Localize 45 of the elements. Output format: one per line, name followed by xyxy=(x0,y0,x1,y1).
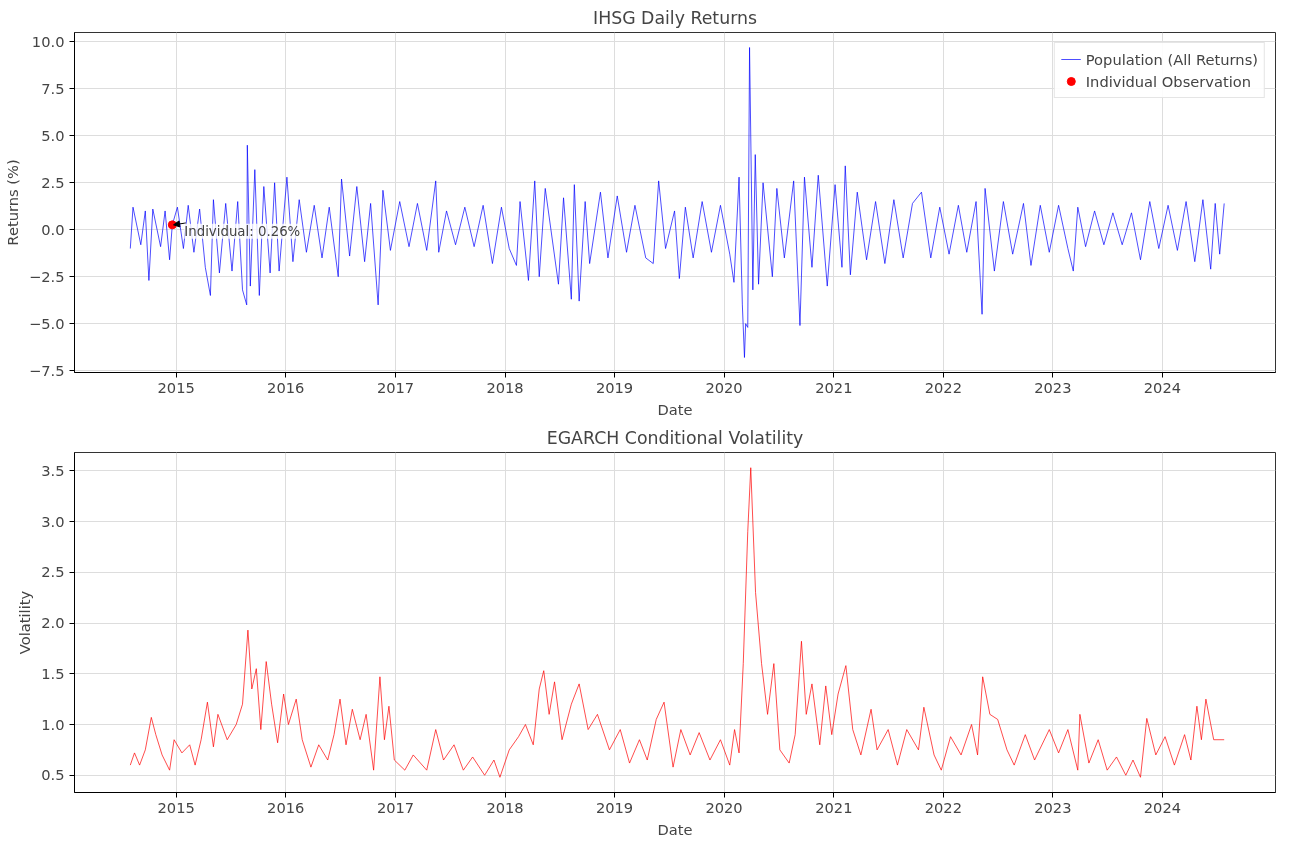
x-tick-label: 2019 xyxy=(595,798,634,816)
x-tick-label: 2020 xyxy=(705,798,743,816)
x-tick-label: 2023 xyxy=(1034,378,1072,396)
legend-label: Population (All Returns) xyxy=(1085,50,1258,68)
annotation: Individual: 0.26% xyxy=(184,223,301,239)
y-tick-label: 2.5 xyxy=(41,563,65,581)
y-tick-label: 0.5 xyxy=(41,766,65,784)
y-tick-label: 10.0 xyxy=(31,32,65,50)
x-axis-title: Date xyxy=(657,820,693,838)
legend-label: Individual Observation xyxy=(1085,72,1252,90)
y-tick-label: 7.5 xyxy=(41,79,65,97)
x-tick-label: 2021 xyxy=(815,798,853,816)
x-tick-label: 2016 xyxy=(267,378,305,396)
x-tick-label: 2022 xyxy=(924,378,963,396)
x-tick-label: 2015 xyxy=(157,378,195,396)
x-tick-label: 2017 xyxy=(376,798,415,816)
x-tick-label: 2017 xyxy=(376,378,415,396)
y-tick-label: 2.5 xyxy=(41,173,65,191)
y-tick-label: −2.5 xyxy=(28,267,65,285)
y-tick-label: 1.0 xyxy=(41,715,65,733)
x-tick-label: 2019 xyxy=(595,378,634,396)
y-tick-label: 5.0 xyxy=(41,126,65,144)
y-tick-label: −7.5 xyxy=(28,361,65,379)
y-tick-label: −5.0 xyxy=(28,314,65,332)
x-tick-label: 2020 xyxy=(705,378,743,396)
x-tick-label: 2018 xyxy=(486,378,524,396)
chart-title: EGARCH Conditional Volatility xyxy=(546,427,804,448)
y-tick-label: 2.0 xyxy=(41,614,65,632)
y-tick-label: 0.0 xyxy=(41,220,65,238)
x-tick-label: 2016 xyxy=(267,798,305,816)
line-series xyxy=(129,467,1225,778)
y-tick-label: 3.0 xyxy=(41,512,65,530)
x-tick-label: 2024 xyxy=(1143,378,1182,396)
x-tick-label: 2024 xyxy=(1143,798,1182,816)
x-tick-label: 2023 xyxy=(1034,798,1072,816)
y-axis-title: Volatility xyxy=(16,590,34,655)
y-tick-label: 1.5 xyxy=(41,664,65,682)
x-tick-label: 2015 xyxy=(157,798,195,816)
x-tick-label: 2022 xyxy=(924,798,963,816)
x-tick-label: 2018 xyxy=(486,798,524,816)
y-tick-label: 3.5 xyxy=(41,461,65,479)
x-tick-label: 2021 xyxy=(815,378,853,396)
x-axis-title: Date xyxy=(657,400,693,418)
chart-title: IHSG Daily Returns xyxy=(593,7,757,28)
y-axis-title: Returns (%) xyxy=(3,159,21,246)
